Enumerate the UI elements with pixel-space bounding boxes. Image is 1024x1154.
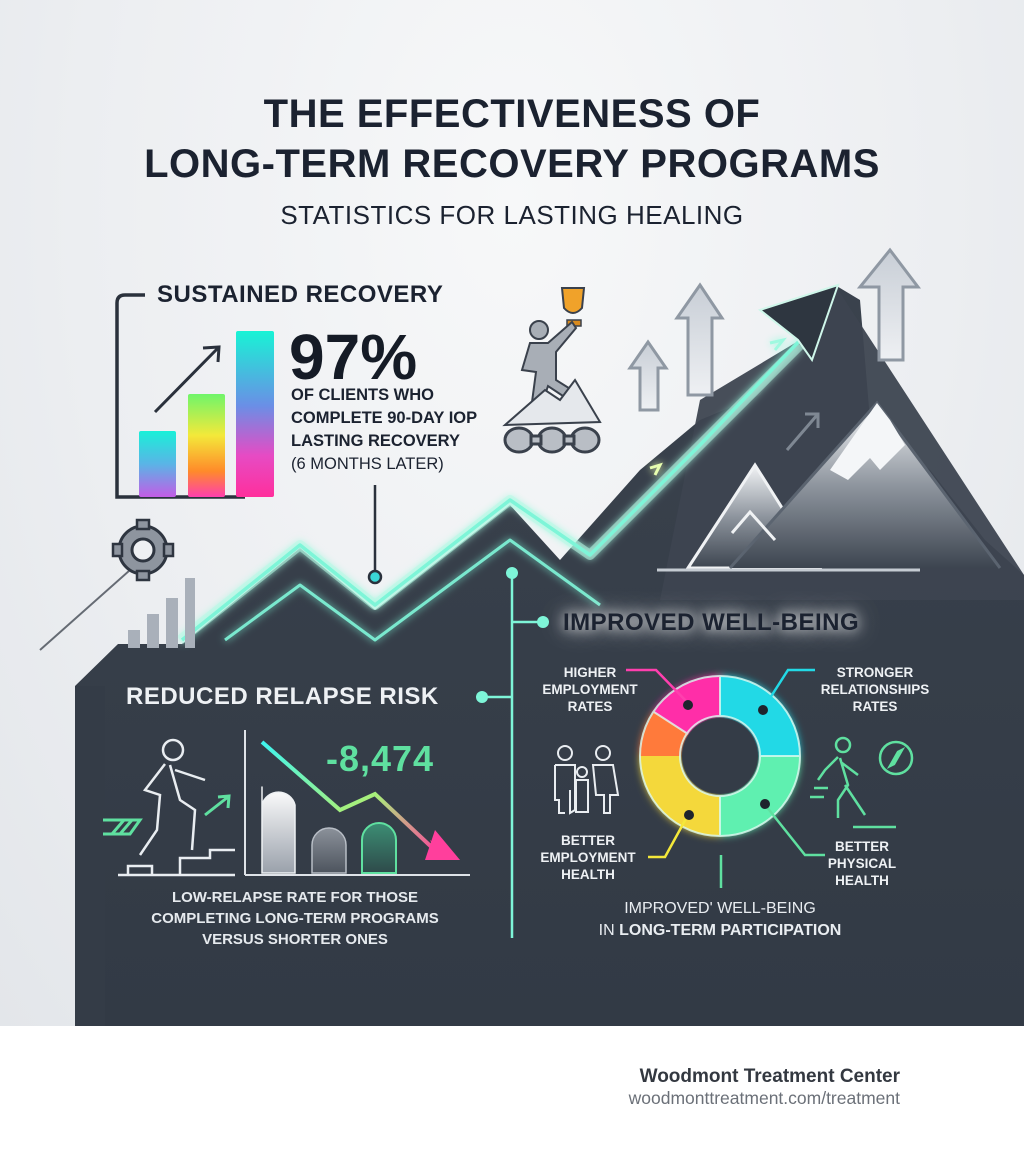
runner-compass-icon [810, 736, 914, 829]
family-icon [554, 745, 620, 815]
big-arrowhead-icon [757, 283, 840, 363]
trend-arrow-icon [153, 345, 221, 414]
relapse-stat: -8,474 [326, 738, 435, 779]
bracket [115, 293, 245, 499]
small-bars-icon [128, 578, 195, 648]
climber-trophy-icon [502, 287, 602, 454]
mountains-icon [657, 285, 1024, 600]
well-being-footer: IMPROVED' WELL-BEING IN LONG-TERM PARTIC… [598, 900, 842, 939]
well-being-heading: IMPROVED WELL-BEING [563, 609, 860, 636]
sustained-recovery-stat: 97% [289, 321, 418, 393]
brand-name: Woodmont Treatment Center [639, 1066, 900, 1087]
label-better-employment-health: BETTER EMPLOYMENT HEALTH [540, 833, 636, 882]
label-stronger-relationships: STRONGER RELATIONSHIPS RATES [820, 665, 930, 714]
label-higher-employment: HIGHER EMPLOYMENT RATES [542, 665, 638, 714]
bar-chart-icon [139, 331, 274, 497]
sustained-recovery-desc: OF CLIENTS WHO COMPLETE 90-DAY IOP LASTI… [291, 386, 478, 473]
title-line-1: THE EFFECTIVENESS OF [263, 92, 761, 136]
relapse-desc: LOW-RELAPSE RATE FOR THOSE COMPLETING LO… [151, 889, 439, 948]
infographic-canvas: THE EFFECTIVENESS OF LONG-TERM RECOVERY … [0, 0, 1024, 1026]
title-line-2: LONG-TERM RECOVERY PROGRAMS [144, 142, 880, 186]
label-better-physical-health: BETTER PHYSICAL HEALTH [827, 839, 897, 888]
sustained-recovery-heading: SUSTAINED RECOVERY [157, 281, 444, 308]
speed-lines-icon [103, 818, 143, 836]
subtitle: STATISTICS FOR LASTING HEALING [280, 200, 744, 230]
reduced-relapse-heading: REDUCED RELAPSE RISK [126, 683, 439, 710]
person-climbing-stairs-icon [118, 738, 235, 877]
brand-url: woodmonttreatment.com/treatment [628, 1088, 900, 1108]
background-art [39, 247, 1024, 1026]
up-arrows-icon [627, 247, 922, 412]
declining-chart-icon [244, 730, 470, 876]
brand-footer: Woodmont Treatment Center woodmonttreatm… [629, 1066, 900, 1109]
gear-icon [111, 518, 175, 582]
